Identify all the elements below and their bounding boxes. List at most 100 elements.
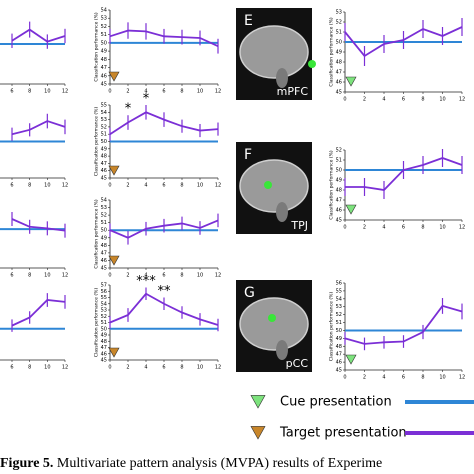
y-tick-label: 51: [101, 32, 107, 38]
x-tick-label: 12: [62, 183, 68, 189]
y-axis-label: Classification performance (%): [94, 12, 100, 81]
data-line: [11, 28, 66, 43]
y-tick-label: 46: [336, 208, 342, 214]
x-tick-label: 6: [402, 375, 405, 381]
y-tick-label: 54: [101, 198, 107, 204]
y-tick-label: 52: [101, 124, 107, 130]
y-tick-label: 48: [336, 60, 342, 66]
region-label: mPFC: [277, 85, 309, 98]
x-tick-label: 2: [363, 97, 366, 103]
x-tick-label: 8: [421, 375, 424, 381]
y-axis-label: Classification performance (%): [94, 107, 100, 176]
y-tick-label: 45: [101, 176, 107, 182]
x-tick-label: 0: [343, 97, 346, 103]
y-tick-label: 51: [336, 158, 342, 164]
y-tick-label: 50: [336, 168, 342, 174]
x-tick-label: 8: [28, 365, 31, 371]
y-tick-label: 47: [101, 161, 107, 167]
x-tick-label: 6: [10, 89, 13, 95]
y-axis-label: Classification performance (%): [329, 150, 335, 219]
y-tick-label: 47: [101, 345, 107, 351]
x-tick-label: 10: [439, 225, 445, 231]
x-tick-label: 12: [62, 365, 68, 371]
x-tick-label: 8: [180, 183, 183, 189]
brainstem: [276, 68, 288, 88]
y-tick-label: 51: [101, 132, 107, 138]
y-tick-label: 49: [336, 178, 342, 184]
data-line: [11, 218, 66, 232]
y-tick-label: 46: [336, 360, 342, 366]
y-tick-label: 45: [101, 358, 107, 364]
x-tick-label: 12: [215, 273, 221, 279]
x-tick-label: 8: [180, 273, 183, 279]
x-tick-label: 6: [402, 225, 405, 231]
x-tick-label: 6: [10, 273, 13, 279]
x-tick-label: 8: [180, 89, 183, 95]
x-tick-label: 12: [62, 89, 68, 95]
y-tick-label: 57: [101, 283, 107, 289]
x-tick-label: 2: [363, 225, 366, 231]
panel-letter: F: [244, 147, 252, 163]
cue-marker: [345, 204, 357, 215]
y-tick-label: 48: [101, 154, 107, 160]
x-tick-label: 10: [439, 97, 445, 103]
region-label: TPJ: [290, 219, 308, 232]
y-tick-label: 53: [101, 16, 107, 22]
x-tick-label: 6: [10, 183, 13, 189]
roi: [264, 181, 272, 189]
y-tick-label: 54: [336, 296, 342, 302]
y-tick-label: 52: [336, 20, 342, 26]
y-tick-label: 49: [336, 336, 342, 342]
x-tick-label: 10: [44, 365, 50, 371]
x-tick-label: 0: [343, 225, 346, 231]
y-tick-label: 53: [101, 205, 107, 211]
x-tick-label: 4: [382, 97, 385, 103]
y-tick-label: 50: [101, 139, 107, 145]
x-tick-label: 12: [62, 273, 68, 279]
y-tick-label: 50: [101, 326, 107, 332]
y-tick-label: 53: [336, 304, 342, 310]
significance-mark: *: [125, 102, 132, 117]
x-tick-label: 0: [108, 183, 111, 189]
target-marker: [108, 255, 120, 266]
x-tick-label: 6: [162, 89, 165, 95]
x-tick-label: 6: [10, 365, 13, 371]
x-tick-label: 6: [162, 273, 165, 279]
y-tick-label: 56: [101, 289, 107, 295]
x-tick-label: 0: [108, 89, 111, 95]
x-tick-label: 4: [382, 375, 385, 381]
x-tick-label: 12: [215, 89, 221, 95]
x-tick-label: 2: [126, 365, 129, 371]
brain-image: [239, 159, 309, 213]
y-tick-label: 52: [336, 312, 342, 318]
y-tick-label: 46: [101, 168, 107, 174]
x-tick-label: 8: [421, 97, 424, 103]
x-tick-label: 10: [44, 183, 50, 189]
x-tick-label: 4: [144, 365, 147, 371]
x-tick-label: 6: [402, 97, 405, 103]
y-tick-label: 48: [101, 57, 107, 63]
y-tick-label: 47: [336, 70, 342, 76]
x-tick-label: 4: [144, 273, 147, 279]
caption-label: Figure 5.: [0, 456, 54, 471]
y-tick-label: 52: [101, 314, 107, 320]
y-tick-label: 55: [101, 103, 107, 109]
y-tick-label: 51: [101, 220, 107, 226]
y-tick-label: 48: [336, 344, 342, 350]
x-tick-label: 12: [459, 97, 465, 103]
y-tick-label: 53: [101, 308, 107, 314]
x-tick-label: 8: [180, 365, 183, 371]
x-tick-label: 10: [197, 365, 203, 371]
region-label: pCC: [286, 357, 309, 370]
y-tick-label: 50: [336, 328, 342, 334]
x-tick-label: 6: [162, 183, 165, 189]
cue-marker: [345, 76, 357, 87]
target-marker: [108, 165, 120, 176]
y-tick-label: 53: [101, 117, 107, 123]
x-tick-label: 12: [459, 225, 465, 231]
panel-letter: E: [244, 13, 253, 29]
figure-panels: 6 8 10 126 8 10 126 8 10 126 8 10 124546474849505152…: [0, 8, 474, 441]
x-tick-label: 10: [44, 273, 50, 279]
y-tick-label: 49: [101, 49, 107, 55]
y-tick-label: 53: [336, 10, 342, 16]
